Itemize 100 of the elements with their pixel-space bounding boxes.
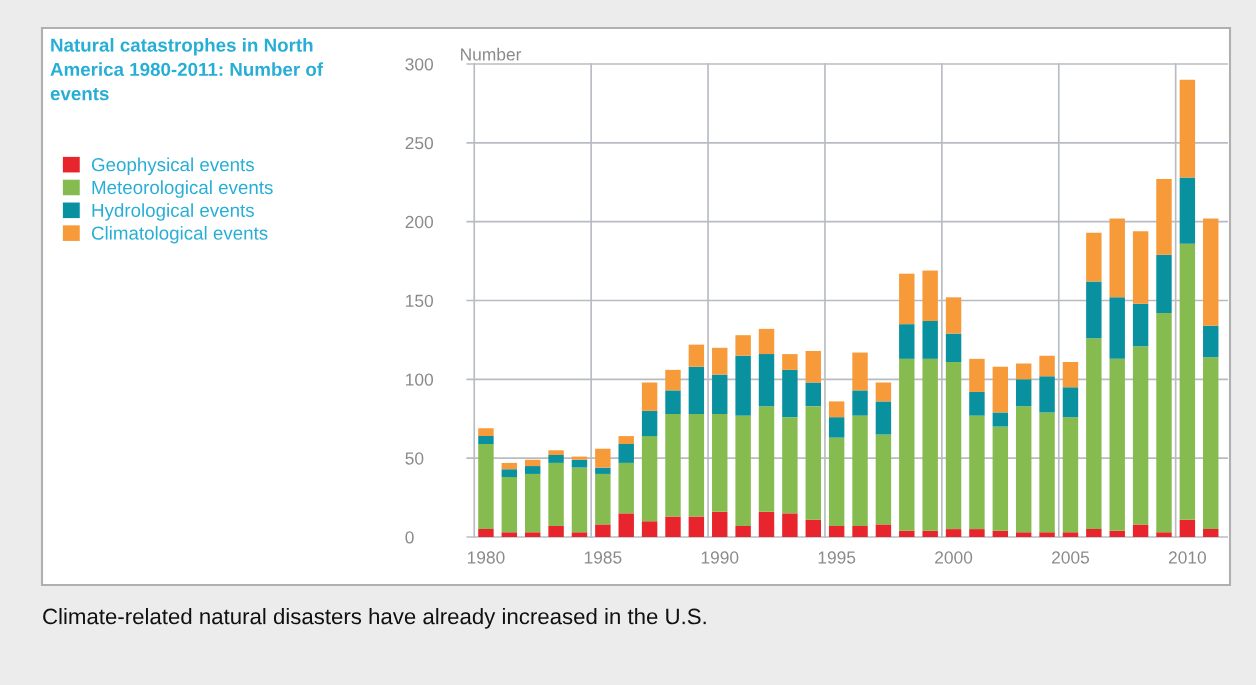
y-tick-label: 150 bbox=[406, 294, 434, 307]
bar bbox=[641, 410, 658, 437]
bar bbox=[478, 428, 494, 437]
bar bbox=[595, 473, 611, 525]
bar bbox=[524, 459, 541, 467]
x-tick-label: 1990 bbox=[701, 551, 739, 564]
bar bbox=[805, 519, 821, 537]
bar bbox=[524, 532, 541, 537]
bar bbox=[501, 462, 518, 470]
bar bbox=[922, 530, 938, 537]
bar bbox=[828, 401, 845, 418]
y-axis-title: Number bbox=[461, 47, 522, 61]
bar bbox=[1156, 179, 1172, 255]
x-tick-label: 1980 bbox=[467, 551, 505, 564]
bar bbox=[712, 511, 728, 537]
bar bbox=[922, 321, 938, 359]
bar bbox=[571, 532, 588, 537]
bar bbox=[782, 513, 798, 537]
y-tick-label: 300 bbox=[405, 58, 434, 71]
text: Climate-related natural disasters have already increased in the U.S. bbox=[43, 608, 706, 629]
bar bbox=[641, 436, 658, 522]
legend-label: Hydrological events bbox=[92, 203, 254, 221]
x-tick-label: 2010 bbox=[1168, 551, 1206, 564]
bar bbox=[805, 382, 821, 407]
bar bbox=[922, 358, 938, 531]
bar bbox=[1015, 363, 1032, 380]
bar bbox=[688, 366, 705, 415]
bar bbox=[852, 390, 868, 416]
bar bbox=[1203, 218, 1219, 326]
bar bbox=[945, 297, 962, 334]
bar bbox=[758, 328, 775, 355]
bar bbox=[782, 369, 798, 418]
bar bbox=[969, 391, 985, 416]
bar bbox=[1086, 232, 1102, 282]
bar bbox=[758, 406, 775, 512]
bar bbox=[712, 414, 728, 512]
bar bbox=[1039, 376, 1055, 413]
bar bbox=[758, 511, 775, 537]
bar bbox=[665, 369, 681, 391]
bar bbox=[665, 390, 681, 415]
legend-label: Geophysical events bbox=[91, 157, 254, 176]
bar bbox=[1086, 529, 1102, 537]
bar bbox=[899, 530, 915, 537]
bar bbox=[595, 467, 611, 474]
bar bbox=[735, 355, 751, 416]
bar bbox=[1109, 218, 1125, 298]
y-tick-label: 200 bbox=[405, 215, 434, 229]
bar bbox=[992, 530, 1009, 537]
bar bbox=[969, 415, 985, 530]
bar bbox=[969, 529, 985, 537]
bar bbox=[641, 521, 658, 537]
text: Natural catastrophes in North America 1980-2011: Number of events bbox=[50, 38, 324, 101]
bar bbox=[1132, 303, 1149, 347]
bar bbox=[945, 529, 962, 537]
bar bbox=[1156, 254, 1172, 314]
bar bbox=[548, 450, 564, 456]
bar bbox=[852, 525, 868, 537]
bar bbox=[852, 352, 868, 391]
bar bbox=[805, 350, 821, 383]
bar bbox=[828, 417, 845, 438]
bar bbox=[524, 466, 541, 474]
x-tick-label: 1995 bbox=[818, 551, 856, 564]
bar bbox=[548, 455, 564, 463]
bar bbox=[1039, 532, 1055, 537]
bar bbox=[1062, 387, 1079, 418]
bar bbox=[1132, 231, 1149, 304]
bar bbox=[735, 525, 751, 537]
bar bbox=[992, 426, 1009, 531]
bar bbox=[1156, 313, 1172, 533]
bar bbox=[969, 358, 985, 392]
bar bbox=[548, 525, 564, 537]
bar bbox=[478, 443, 494, 530]
bar bbox=[1179, 177, 1196, 244]
bar bbox=[735, 335, 751, 356]
bar bbox=[1132, 346, 1149, 525]
bar bbox=[571, 456, 588, 460]
bar bbox=[641, 382, 658, 411]
bar bbox=[875, 434, 892, 525]
y-tick-label: 0 bbox=[405, 531, 414, 544]
bar bbox=[828, 525, 845, 537]
bar bbox=[1109, 297, 1125, 359]
bar bbox=[1179, 519, 1196, 537]
bar bbox=[1062, 532, 1079, 537]
bar bbox=[501, 469, 518, 478]
bar bbox=[665, 516, 681, 537]
bar bbox=[478, 529, 494, 537]
bar bbox=[875, 401, 892, 435]
bar bbox=[875, 524, 892, 537]
bar bbox=[1109, 530, 1125, 537]
bar bbox=[992, 366, 1009, 413]
bar bbox=[1156, 532, 1172, 537]
bar bbox=[524, 473, 541, 533]
bar bbox=[1015, 379, 1032, 407]
bar bbox=[1015, 406, 1032, 533]
bar bbox=[875, 382, 892, 402]
bar bbox=[1203, 357, 1219, 530]
bar bbox=[828, 437, 845, 526]
bar bbox=[501, 477, 518, 533]
bar bbox=[1015, 532, 1032, 537]
bar bbox=[548, 462, 564, 526]
